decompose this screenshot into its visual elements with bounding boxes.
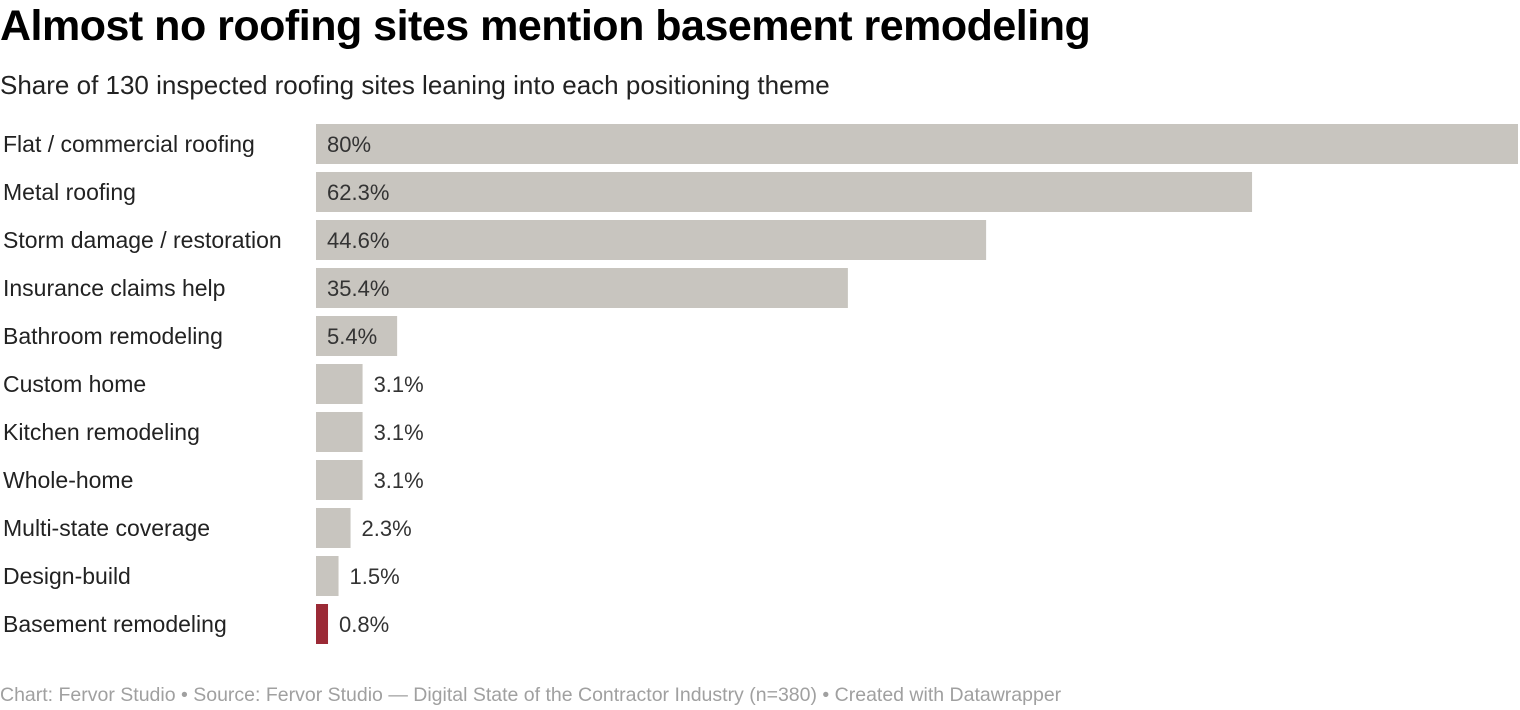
category-label-kitchen-remodeling: Kitchen remodeling	[3, 419, 200, 445]
bar-whole-home	[316, 460, 363, 500]
bar-kitchen-remodeling	[316, 412, 363, 452]
bar-custom-home	[316, 364, 363, 404]
value-label-insurance-claims-help: 35.4%	[327, 276, 389, 301]
chart-title: Almost no roofing sites mention basement…	[0, 2, 1091, 50]
category-label-metal-roofing: Metal roofing	[3, 179, 136, 205]
bar-flat-commercial-roofing	[316, 124, 1518, 164]
value-label-custom-home: 3.1%	[374, 372, 424, 397]
category-label-flat-commercial-roofing: Flat / commercial roofing	[3, 131, 255, 157]
value-label-design-build: 1.5%	[350, 564, 400, 589]
bar-bathroom-remodeling	[316, 316, 398, 356]
value-label-metal-roofing: 62.3%	[327, 180, 389, 205]
category-label-storm-damage-restoration: Storm damage / restoration	[3, 227, 282, 253]
value-label-whole-home: 3.1%	[374, 468, 424, 493]
bar-multi-state-coverage	[316, 508, 351, 548]
value-label-kitchen-remodeling: 3.1%	[374, 420, 424, 445]
value-label-multi-state-coverage: 2.3%	[362, 516, 412, 541]
value-label-storm-damage-restoration: 44.6%	[327, 228, 389, 253]
value-label-bathroom-remodeling: 5.4%	[327, 324, 377, 349]
category-label-bathroom-remodeling: Bathroom remodeling	[3, 323, 223, 349]
category-label-whole-home: Whole-home	[3, 467, 133, 493]
bar-insurance-claims-help	[316, 268, 848, 308]
category-label-custom-home: Custom home	[3, 371, 146, 397]
value-label-basement-remodeling: 0.8%	[339, 612, 389, 637]
category-label-design-build: Design-build	[3, 563, 131, 589]
value-label-flat-commercial-roofing: 80%	[327, 132, 371, 157]
category-label-basement-remodeling: Basement remodeling	[3, 611, 227, 637]
bar-design-build	[316, 556, 339, 596]
chart-subtitle: Share of 130 inspected roofing sites lea…	[0, 70, 830, 100]
bar-basement-remodeling	[316, 604, 329, 644]
category-label-insurance-claims-help: Insurance claims help	[3, 275, 225, 301]
bar-metal-roofing	[316, 172, 1253, 212]
bar-storm-damage-restoration	[316, 220, 987, 260]
chart-footer: Chart: Fervor Studio • Source: Fervor St…	[0, 684, 1062, 706]
category-label-multi-state-coverage: Multi-state coverage	[3, 515, 210, 541]
bar-chart: Flat / commercial roofing 80% Metal roofin…	[3, 124, 1518, 644]
